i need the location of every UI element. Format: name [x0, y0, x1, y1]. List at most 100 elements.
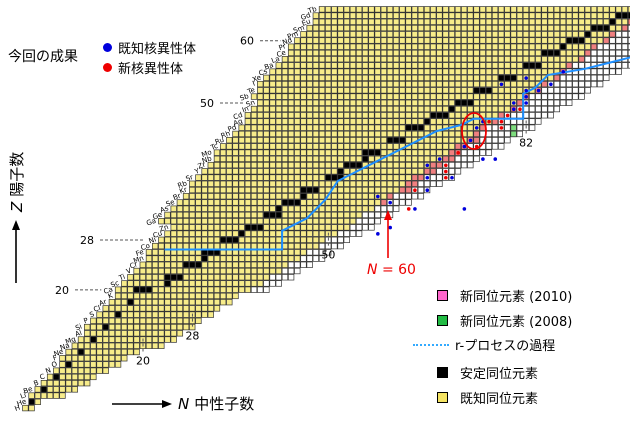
- svg-text:Br: Br: [172, 192, 182, 202]
- svg-text:Cr: Cr: [129, 260, 139, 270]
- right-arrow-icon: [112, 399, 172, 408]
- legend-label: 新同位元素 (2010): [460, 290, 573, 305]
- svg-text:Zn: Zn: [158, 223, 169, 234]
- legend-label: 安定同位元素: [460, 367, 539, 382]
- svg-text:Mn: Mn: [132, 254, 145, 265]
- svg-text:50: 50: [321, 249, 335, 262]
- black-square-icon: [437, 367, 448, 378]
- svg-text:Sc: Sc: [110, 279, 121, 289]
- svg-text:Rb: Rb: [177, 179, 189, 190]
- svg-text:28: 28: [80, 234, 94, 247]
- legend-new-2010: 新同位元素 (2010): [437, 286, 572, 305]
- svg-text:Ar: Ar: [98, 298, 108, 308]
- svg-text:Ag: Ag: [232, 117, 243, 128]
- svg-text:Cs: Cs: [258, 67, 269, 78]
- svg-text:82: 82: [519, 136, 533, 149]
- n60-var: N: [367, 262, 378, 278]
- svg-text:Al: Al: [74, 329, 83, 339]
- svg-text:N: N: [44, 366, 52, 375]
- svg-text:Ca: Ca: [103, 285, 114, 296]
- svg-text:Cu: Cu: [152, 229, 164, 240]
- svg-text:Se: Se: [165, 198, 176, 209]
- n60-text: = 60: [381, 262, 416, 278]
- new-isomer-legend: 新核異性体: [103, 58, 183, 77]
- svg-text:20: 20: [136, 355, 150, 368]
- svg-text:Sn: Sn: [245, 98, 256, 109]
- svg-text:I: I: [251, 80, 256, 88]
- svg-text:As: As: [159, 204, 170, 215]
- svg-text:Te: Te: [245, 86, 256, 96]
- svg-text:Pm: Pm: [286, 30, 299, 41]
- blue-line-icon: [413, 343, 449, 346]
- red-dot-icon: [103, 63, 112, 72]
- svg-text:Ba: Ba: [263, 61, 274, 72]
- svg-text:V: V: [125, 267, 132, 276]
- svg-text:Ge: Ge: [152, 211, 164, 222]
- legend-label: 既知同位元素: [460, 392, 539, 407]
- svg-text:50: 50: [200, 97, 214, 110]
- n60-annotation: N = 60: [367, 262, 416, 278]
- n-var: N: [178, 394, 190, 413]
- svg-text:Li: Li: [19, 391, 27, 401]
- svg-text:Z陽子数: Z陽子数: [8, 152, 26, 213]
- svg-text:B: B: [33, 379, 40, 388]
- svg-text:Nd: Nd: [281, 36, 293, 47]
- svg-text:F: F: [52, 354, 59, 363]
- svg-text:Tc: Tc: [209, 142, 219, 152]
- legend-rprocess: r-プロセスの過程: [413, 335, 556, 354]
- svg-text:Gd: Gd: [300, 11, 312, 22]
- legend-new-2008: 新同位元素 (2008): [437, 311, 572, 330]
- svg-text:Co: Co: [140, 242, 151, 253]
- svg-text:Sm: Sm: [292, 24, 305, 35]
- svg-text:Ti: Ti: [117, 273, 126, 283]
- z-axis-label: Z陽子数: [6, 140, 26, 285]
- results-title: 今回の成果: [8, 49, 78, 65]
- svg-text:Zr: Zr: [197, 161, 207, 171]
- legend-known: 既知同位元素: [437, 388, 538, 407]
- svg-text:Pr: Pr: [278, 42, 287, 52]
- svg-text:Si: Si: [74, 323, 83, 333]
- svg-text:P: P: [83, 316, 90, 325]
- svg-text:Ru: Ru: [214, 136, 225, 147]
- legend-label: 新同位元素 (2008): [460, 315, 573, 330]
- svg-text:Eu: Eu: [301, 17, 312, 28]
- svg-text:Fe: Fe: [135, 248, 145, 258]
- svg-text:Ni: Ni: [148, 235, 158, 245]
- yellow-square-icon: [437, 392, 448, 403]
- svg-text:K: K: [107, 291, 114, 300]
- svg-text:Pd: Pd: [227, 123, 238, 133]
- svg-text:60: 60: [240, 35, 254, 48]
- svg-text:In: In: [241, 105, 250, 115]
- new-isomer-label: 新核異性体: [118, 62, 184, 77]
- svg-text:Mo: Mo: [200, 148, 212, 159]
- svg-text:S: S: [89, 310, 96, 319]
- svg-text:Sr: Sr: [185, 173, 195, 183]
- n-axis-label: N 中性子数: [112, 393, 254, 414]
- svg-text:Mg: Mg: [64, 335, 77, 346]
- svg-text:Rh: Rh: [220, 130, 231, 141]
- svg-text:Na: Na: [59, 341, 71, 352]
- svg-text:Be: Be: [22, 385, 33, 396]
- known-isomer-label: 既知核異性体: [118, 42, 197, 57]
- svg-text:Y: Y: [193, 167, 201, 177]
- svg-text:Xe: Xe: [251, 73, 262, 84]
- svg-text:Cd: Cd: [232, 111, 244, 122]
- svg-text:He: He: [16, 397, 28, 408]
- svg-text:Nb: Nb: [201, 154, 213, 165]
- blue-dot-icon: [103, 43, 112, 52]
- svg-text:20: 20: [55, 284, 69, 297]
- svg-text:C: C: [39, 372, 46, 381]
- legend-stable: 安定同位元素: [437, 363, 538, 382]
- legend-label: r-プロセスの過程: [455, 339, 556, 354]
- pink-square-icon: [437, 290, 448, 301]
- svg-text:H: H: [14, 404, 22, 413]
- up-arrow-icon: Z陽子数: [8, 152, 26, 283]
- svg-text:La: La: [270, 55, 280, 65]
- green-square-icon: [437, 315, 448, 326]
- svg-text:O: O: [50, 360, 58, 370]
- svg-text:Ga: Ga: [145, 217, 157, 228]
- svg-text:28: 28: [185, 330, 199, 343]
- known-isomer-legend: 既知核異性体: [103, 38, 196, 57]
- svg-text:Cl: Cl: [92, 304, 101, 314]
